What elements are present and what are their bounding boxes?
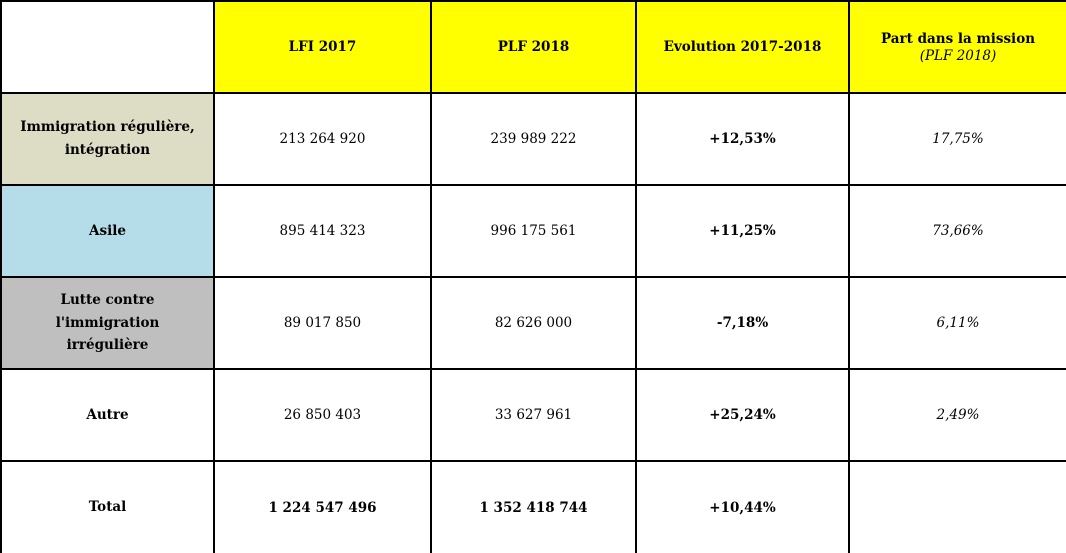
cell-lfi-2017: 89 017 850 xyxy=(213,276,432,370)
cell-evolution: +11,25% xyxy=(635,184,850,278)
cell-plf-2018: 82 626 000 xyxy=(430,276,637,370)
cell-plf-2018: 996 175 561 xyxy=(430,184,637,278)
cell-evolution: +12,53% xyxy=(635,92,850,186)
cell-part-mission: 6,11% xyxy=(848,276,1066,370)
cell-evolution: +25,24% xyxy=(635,368,850,462)
corner-cell xyxy=(0,0,215,94)
row-label-total: Total xyxy=(0,460,215,553)
cell-lfi-2017: 895 414 323 xyxy=(213,184,432,278)
cell-plf-2018: 33 627 961 xyxy=(430,368,637,462)
cell-plf-2018: 239 989 222 xyxy=(430,92,637,186)
cell-evolution: +10,44% xyxy=(635,460,850,553)
cell-lfi-2017: 1 224 547 496 xyxy=(213,460,432,553)
row-label-lutte-immigration-irreguliere: Lutte contre l'immigration irrégulière xyxy=(0,276,215,370)
column-header-evolution: Evolution 2017-2018 xyxy=(635,0,850,94)
column-header-part-mission: Part dans la mission (PLF 2018) xyxy=(848,0,1066,94)
row-label-immigration-reguliere: Immigration régulière, intégration xyxy=(0,92,215,186)
column-header-part-mission-label: Part dans la mission xyxy=(880,30,1036,47)
cell-lfi-2017: 26 850 403 xyxy=(213,368,432,462)
column-header-lfi-2017: LFI 2017 xyxy=(213,0,432,94)
cell-part-mission-empty xyxy=(848,460,1066,553)
row-label-autre: Autre xyxy=(0,368,215,462)
cell-part-mission: 2,49% xyxy=(848,368,1066,462)
cell-evolution: -7,18% xyxy=(635,276,850,370)
cell-plf-2018: 1 352 418 744 xyxy=(430,460,637,553)
row-label-asile: Asile xyxy=(0,184,215,278)
cell-lfi-2017: 213 264 920 xyxy=(213,92,432,186)
table-row-lutte-immigration-irreguliere: Lutte contre l'immigration irrégulière 8… xyxy=(0,276,1066,370)
table-row-autre: Autre 26 850 403 33 627 961 +25,24% 2,49… xyxy=(0,368,1066,462)
cell-part-mission: 17,75% xyxy=(848,92,1066,186)
table-row-immigration-reguliere: Immigration régulière, intégration 213 2… xyxy=(0,92,1066,186)
table-row-total: Total 1 224 547 496 1 352 418 744 +10,44… xyxy=(0,460,1066,553)
table-row-asile: Asile 895 414 323 996 175 561 +11,25% 73… xyxy=(0,184,1066,278)
column-header-part-mission-sublabel: (PLF 2018) xyxy=(919,47,997,64)
header-row: LFI 2017 PLF 2018 Evolution 2017-2018 Pa… xyxy=(0,0,1066,94)
column-header-plf-2018: PLF 2018 xyxy=(430,0,637,94)
cell-part-mission: 73,66% xyxy=(848,184,1066,278)
